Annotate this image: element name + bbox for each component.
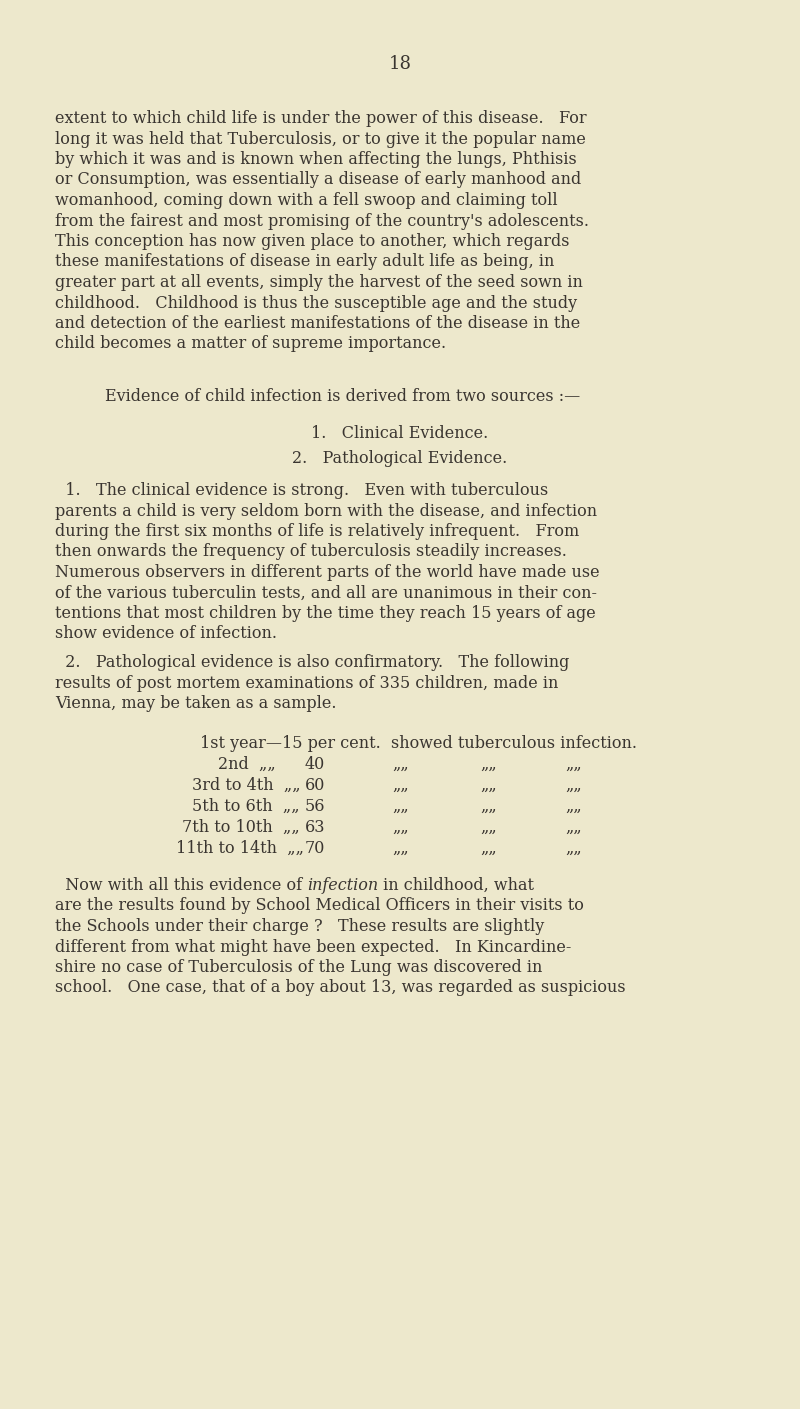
Text: „„: „„ [565, 819, 582, 836]
Text: tentions that most children by the time they reach 15 years of age: tentions that most children by the time … [55, 604, 596, 621]
Text: by which it was and is known when affecting the lungs, Phthisis: by which it was and is known when affect… [55, 151, 577, 168]
Text: are the results found by School Medical Officers in their visits to: are the results found by School Medical … [55, 898, 584, 914]
Text: 7th to 10th  „„: 7th to 10th „„ [182, 819, 300, 836]
Text: „„: „„ [392, 797, 409, 814]
Text: „„: „„ [565, 776, 582, 795]
Text: „„: „„ [480, 776, 497, 795]
Text: Now with all this evidence of: Now with all this evidence of [55, 876, 307, 893]
Text: 3rd to 4th  „„: 3rd to 4th „„ [192, 776, 301, 795]
Text: 1.   The clinical evidence is strong.   Even with tuberculous: 1. The clinical evidence is strong. Even… [55, 482, 548, 499]
Text: 60: 60 [305, 776, 326, 795]
Text: of the various tuberculin tests, and all are unanimous in their con-: of the various tuberculin tests, and all… [55, 585, 597, 602]
Text: 18: 18 [389, 55, 411, 73]
Text: „„: „„ [480, 840, 497, 857]
Text: during the first six months of life is relatively infrequent.   From: during the first six months of life is r… [55, 523, 579, 540]
Text: different from what might have been expected.   In Kincardine-: different from what might have been expe… [55, 938, 571, 955]
Text: „„: „„ [480, 757, 497, 774]
Text: results of post mortem examinations of 335 children, made in: results of post mortem examinations of 3… [55, 675, 558, 692]
Text: Numerous observers in different parts of the world have made use: Numerous observers in different parts of… [55, 564, 600, 581]
Text: 1st year—15 per cent.  showed tuberculous infection.: 1st year—15 per cent. showed tuberculous… [200, 735, 637, 752]
Text: shire no case of Tuberculosis of the Lung was discovered in: shire no case of Tuberculosis of the Lun… [55, 960, 542, 976]
Text: childhood.   Childhood is thus the susceptible age and the study: childhood. Childhood is thus the suscept… [55, 294, 577, 311]
Text: Evidence of child infection is derived from two sources :—: Evidence of child infection is derived f… [105, 387, 580, 404]
Text: and detection of the earliest manifestations of the disease in the: and detection of the earliest manifestat… [55, 316, 580, 333]
Text: „„: „„ [565, 840, 582, 857]
Text: long it was held that Tuberculosis, or to give it the popular name: long it was held that Tuberculosis, or t… [55, 131, 586, 148]
Text: 2.   Pathological Evidence.: 2. Pathological Evidence. [292, 449, 508, 466]
Text: „„: „„ [565, 757, 582, 774]
Text: „„: „„ [565, 797, 582, 814]
Text: 40: 40 [305, 757, 326, 774]
Text: This conception has now given place to another, which regards: This conception has now given place to a… [55, 232, 570, 249]
Text: 56: 56 [305, 797, 326, 814]
Text: „„: „„ [392, 840, 409, 857]
Text: 1.   Clinical Evidence.: 1. Clinical Evidence. [311, 426, 489, 442]
Text: 70: 70 [305, 840, 326, 857]
Text: in childhood, what: in childhood, what [378, 876, 534, 893]
Text: greater part at all events, simply the harvest of the seed sown in: greater part at all events, simply the h… [55, 273, 583, 292]
Text: child becomes a matter of supreme importance.: child becomes a matter of supreme import… [55, 335, 446, 352]
Text: extent to which child life is under the power of this disease.   For: extent to which child life is under the … [55, 110, 586, 127]
Text: Vienna, may be taken as a sample.: Vienna, may be taken as a sample. [55, 695, 337, 712]
Text: 5th to 6th  „„: 5th to 6th „„ [192, 797, 300, 814]
Text: the Schools under their charge ?   These results are slightly: the Schools under their charge ? These r… [55, 919, 544, 936]
Text: „„: „„ [392, 776, 409, 795]
Text: womanhood, coming down with a fell swoop and claiming toll: womanhood, coming down with a fell swoop… [55, 192, 558, 209]
Text: parents a child is very seldom born with the disease, and infection: parents a child is very seldom born with… [55, 503, 597, 520]
Text: 2nd  „„: 2nd „„ [218, 757, 276, 774]
Text: „„: „„ [392, 819, 409, 836]
Text: „„: „„ [392, 757, 409, 774]
Text: 63: 63 [305, 819, 326, 836]
Text: or Consumption, was essentially a disease of early manhood and: or Consumption, was essentially a diseas… [55, 172, 582, 189]
Text: school.   One case, that of a boy about 13, was regarded as suspicious: school. One case, that of a boy about 13… [55, 979, 626, 996]
Text: 2.   Pathological evidence is also confirmatory.   The following: 2. Pathological evidence is also confirm… [55, 654, 570, 671]
Text: then onwards the frequency of tuberculosis steadily increases.: then onwards the frequency of tuberculos… [55, 544, 567, 561]
Text: from the fairest and most promising of the country's adolescents.: from the fairest and most promising of t… [55, 213, 589, 230]
Text: 11th to 14th  „„: 11th to 14th „„ [176, 840, 304, 857]
Text: „„: „„ [480, 797, 497, 814]
Text: infection: infection [307, 876, 378, 893]
Text: show evidence of infection.: show evidence of infection. [55, 626, 277, 643]
Text: these manifestations of disease in early adult life as being, in: these manifestations of disease in early… [55, 254, 554, 271]
Text: „„: „„ [480, 819, 497, 836]
